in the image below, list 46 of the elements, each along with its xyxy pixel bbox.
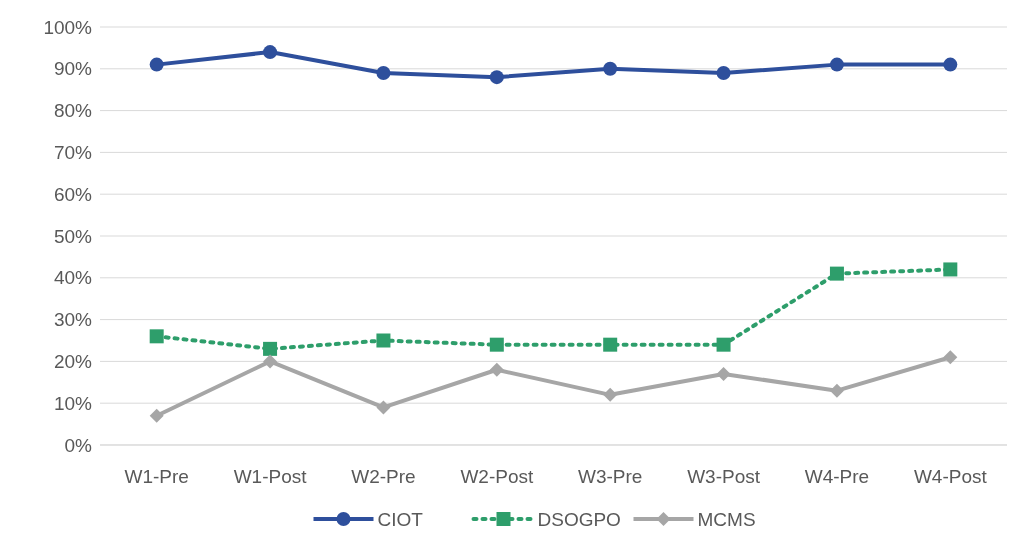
y-tick-label: 20%: [53, 351, 93, 373]
point: [829, 266, 844, 281]
point: [149, 408, 164, 423]
point: [716, 366, 731, 381]
y-tick-label: 50%: [53, 225, 93, 247]
point: [489, 362, 504, 377]
y-tick-label: 100%: [43, 16, 93, 38]
y-tick-label: 70%: [53, 142, 93, 164]
x-tick-label: W2-Pre: [351, 466, 416, 487]
y-tick-label: 30%: [53, 309, 93, 331]
point: [603, 337, 618, 352]
point: [263, 354, 278, 369]
y-tick-label: 0%: [64, 434, 93, 456]
point: [603, 387, 618, 402]
x-tick-label: W3-Pre: [577, 466, 643, 487]
y-tick-label: 40%: [53, 267, 93, 289]
y-tick-label: 80%: [53, 100, 93, 122]
point: [376, 400, 391, 415]
point: [943, 350, 958, 365]
point: [263, 341, 278, 356]
point: [376, 333, 391, 348]
x-tick-label: W3-Post: [687, 466, 761, 487]
legend-label: CIOT: [377, 508, 424, 530]
x-tick-label: W1-Post: [233, 466, 308, 487]
point: [943, 57, 958, 72]
point: [829, 383, 844, 398]
point: [829, 57, 844, 72]
point: [489, 337, 504, 352]
point: [263, 45, 278, 60]
legend-label: MCMS: [697, 508, 756, 530]
y-tick-label: 90%: [53, 58, 93, 80]
point: [149, 57, 164, 72]
point: [716, 65, 731, 80]
point: [376, 65, 391, 80]
x-tick-label: W2-Post: [460, 466, 534, 487]
legend-label: DSOGPO: [537, 508, 621, 530]
x-tick-label: W1-Pre: [124, 466, 189, 487]
point: [489, 70, 504, 85]
point: [716, 337, 731, 352]
y-tick-label: 10%: [53, 392, 93, 414]
point: [943, 262, 958, 277]
point: [149, 329, 164, 344]
point: [603, 61, 618, 76]
x-tick-label: W4-Post: [913, 466, 988, 487]
y-tick-label: 60%: [53, 183, 93, 205]
x-tick-label: W4-Pre: [804, 466, 870, 487]
